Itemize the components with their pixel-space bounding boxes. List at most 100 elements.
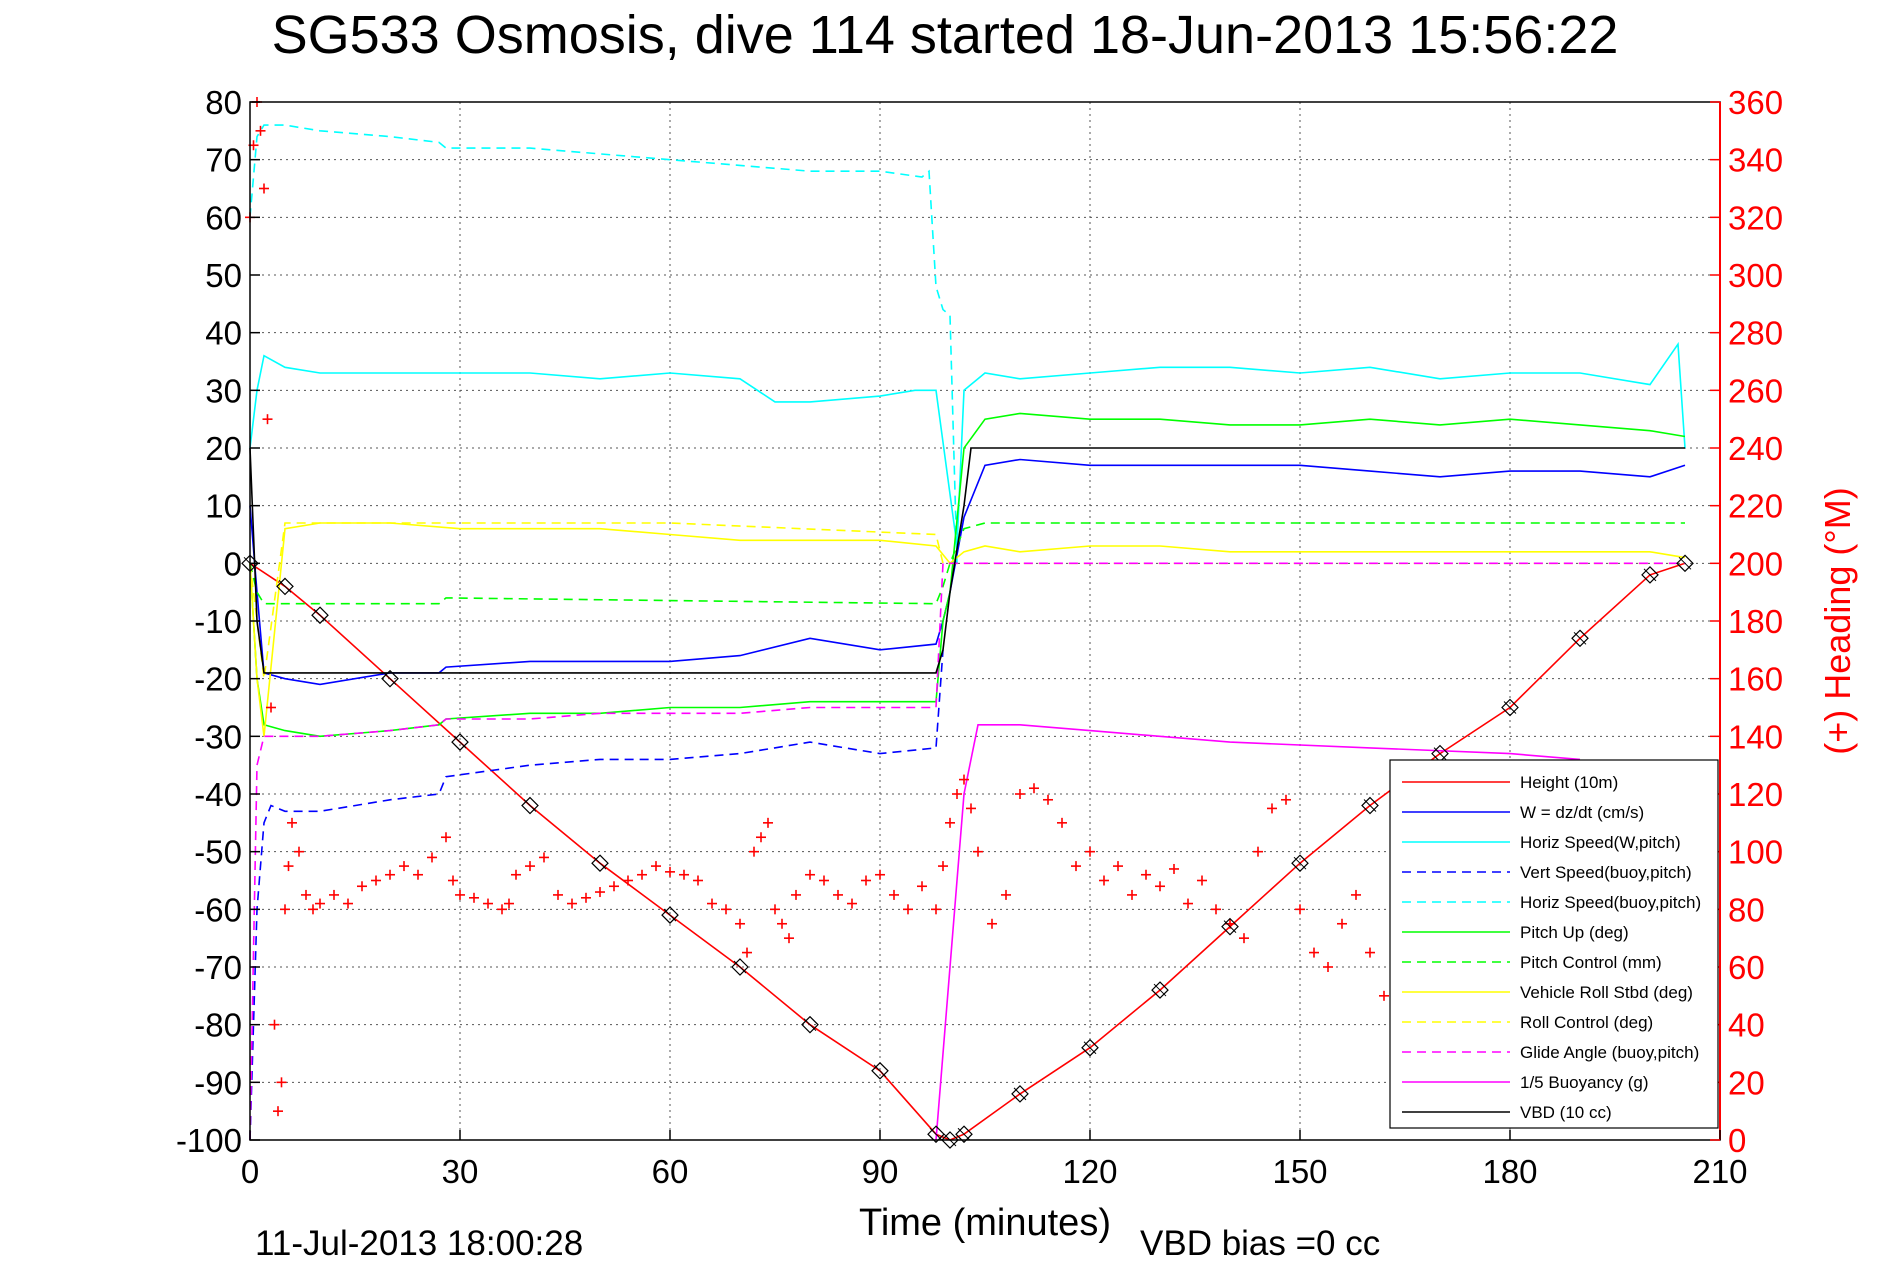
heading-point xyxy=(255,125,266,136)
x-tick-label: 150 xyxy=(1272,1153,1327,1190)
heading-point xyxy=(413,869,423,880)
heading-point xyxy=(553,889,563,900)
heading-point xyxy=(609,881,619,892)
heading-point xyxy=(833,889,843,900)
heading-point xyxy=(504,898,514,909)
right-tick-label: 80 xyxy=(1728,891,1765,928)
y-tick-label: -20 xyxy=(194,661,242,698)
heading-point xyxy=(1379,990,1389,1001)
right-tick-label: 300 xyxy=(1728,257,1783,294)
heading-point xyxy=(735,918,745,929)
heading-point xyxy=(357,881,367,892)
legend-label-11: VBD (10 cc) xyxy=(1520,1103,1612,1122)
heading-point xyxy=(1057,817,1067,828)
x-tick-label: 180 xyxy=(1482,1153,1537,1190)
heading-point xyxy=(651,861,661,872)
y-tick-label: 60 xyxy=(205,199,242,236)
height-marker xyxy=(1081,1038,1099,1057)
y-tick-label: -80 xyxy=(194,1007,242,1044)
heading-point xyxy=(665,866,675,877)
y-tick-label: 20 xyxy=(205,430,242,467)
series-line-4 xyxy=(249,124,958,564)
heading-point xyxy=(889,889,899,900)
heading-point xyxy=(294,846,304,857)
y-tick-label: -10 xyxy=(194,603,242,640)
x-tick-label: 60 xyxy=(652,1153,689,1190)
heading-point xyxy=(1071,861,1081,872)
heading-point xyxy=(966,803,976,814)
right-tick-label: 20 xyxy=(1728,1064,1765,1101)
heading-point xyxy=(1141,869,1151,880)
legend-label-4: Horiz Speed(buoy,pitch) xyxy=(1520,893,1701,912)
heading-point xyxy=(784,933,794,944)
heading-point xyxy=(581,892,591,903)
heading-point xyxy=(469,892,479,903)
footer-timestamp: 11-Jul-2013 18:00:28 xyxy=(255,1224,583,1262)
y-tick-label: -70 xyxy=(194,949,242,986)
heading-point xyxy=(1351,889,1361,900)
heading-point xyxy=(276,1077,287,1088)
height-marker xyxy=(451,733,469,751)
heading-point xyxy=(448,875,458,886)
series-line-9 xyxy=(249,562,1685,1141)
heading-point xyxy=(595,887,605,898)
x-tick-label: 30 xyxy=(442,1153,479,1190)
heading-point xyxy=(875,869,885,880)
legend-label-7: Vehicle Roll Stbd (deg) xyxy=(1520,983,1693,1002)
heading-point xyxy=(371,875,381,886)
heading-point xyxy=(1197,875,1207,886)
legend-label-9: Glide Angle (buoy,pitch) xyxy=(1520,1043,1699,1062)
heading-point xyxy=(805,869,815,880)
y-tick-label: 40 xyxy=(205,315,242,352)
heading-point xyxy=(269,1019,280,1030)
heading-point xyxy=(770,904,780,915)
heading-point xyxy=(1015,789,1025,799)
heading-point xyxy=(1267,803,1277,814)
heading-point xyxy=(399,861,409,872)
heading-point xyxy=(262,414,273,425)
heading-point xyxy=(301,889,311,900)
height-marker xyxy=(311,606,329,625)
heading-point xyxy=(679,869,689,880)
heading-point xyxy=(707,898,717,909)
heading-point xyxy=(623,875,633,886)
legend-label-10: 1/5 Buoyancy (g) xyxy=(1520,1073,1649,1092)
series-line-6 xyxy=(249,522,1685,605)
heading-point xyxy=(791,889,801,900)
heading-point xyxy=(259,183,269,194)
right-tick-label: 60 xyxy=(1728,949,1765,986)
right-tick-label: 220 xyxy=(1728,488,1783,525)
y-tick-label: -100 xyxy=(176,1122,242,1159)
heading-point xyxy=(441,832,451,843)
y-tick-label: 30 xyxy=(205,372,242,409)
height-marker xyxy=(1361,796,1379,815)
height-marker xyxy=(1676,554,1694,573)
heading-point xyxy=(903,904,913,915)
right-tick-label: 240 xyxy=(1728,430,1783,467)
y-tick-label: 50 xyxy=(205,257,242,294)
legend-label-8: Roll Control (deg) xyxy=(1520,1013,1653,1032)
x-tick-label: 120 xyxy=(1062,1153,1117,1190)
heading-point xyxy=(1113,861,1123,872)
y-tick-label: 10 xyxy=(205,488,242,525)
height-marker xyxy=(927,1125,945,1144)
heading-point xyxy=(427,852,437,863)
heading-point xyxy=(1323,962,1333,972)
heading-point xyxy=(952,789,962,799)
legend-label-2: Horiz Speed(W,pitch) xyxy=(1520,833,1681,852)
heading-point xyxy=(315,898,325,909)
height-marker xyxy=(591,854,609,873)
heading-point xyxy=(280,904,290,915)
heading-point xyxy=(861,875,871,886)
height-marker xyxy=(955,1125,973,1144)
vbd-bias-label: VBD bias =0 cc xyxy=(1140,1224,1380,1262)
axis-ticks: 0 30 60 90 120 150 180 21080706050403020100-10-… xyxy=(176,84,1783,1190)
heading-point xyxy=(1127,889,1137,900)
y-tick-label: 0 xyxy=(224,545,242,582)
heading-point xyxy=(1239,933,1249,944)
right-tick-label: 0 xyxy=(1728,1122,1746,1159)
heading-point xyxy=(742,947,752,958)
heading-point xyxy=(1099,875,1109,886)
height-marker xyxy=(1291,854,1309,873)
heading-point xyxy=(938,861,948,872)
